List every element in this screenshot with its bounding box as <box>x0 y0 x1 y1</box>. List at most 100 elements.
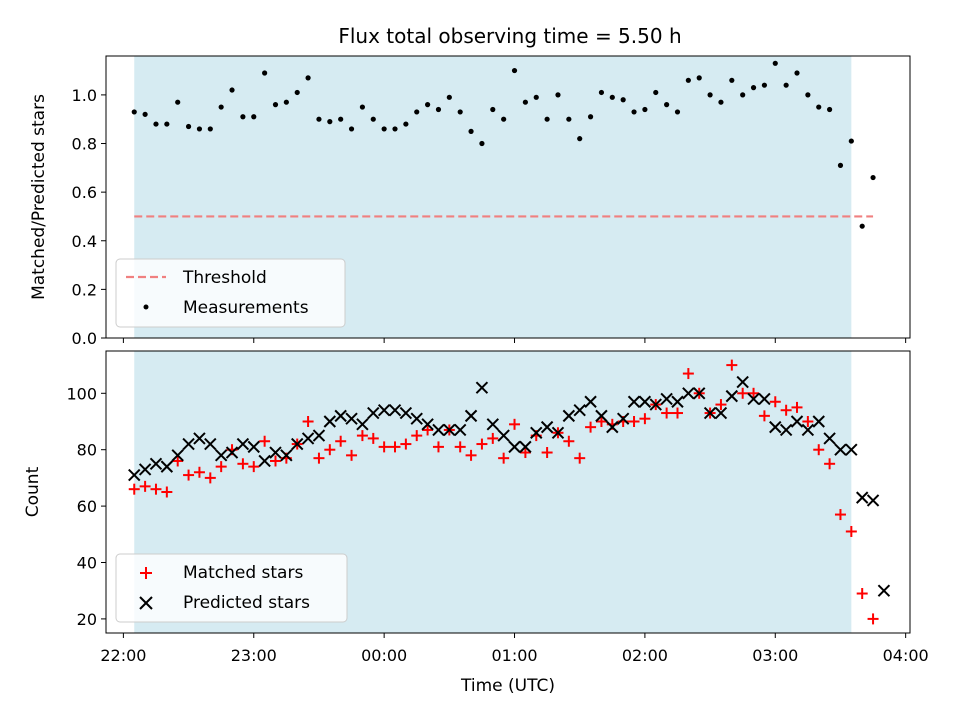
matched-star-point <box>128 483 140 495</box>
measurement-point <box>153 121 159 127</box>
measurement-point <box>816 104 822 110</box>
predicted-star-point <box>845 443 858 456</box>
predicted-star-point <box>421 418 434 431</box>
predicted-star-point <box>291 437 304 451</box>
y-tick-label: 0.6 <box>72 183 97 202</box>
predicted-star-point <box>367 406 380 420</box>
predicted-star-point <box>584 395 597 408</box>
matched-star-point <box>302 416 314 427</box>
matched-star-point <box>845 525 857 537</box>
matched-star-point <box>139 480 151 492</box>
matched-star-point <box>356 430 368 442</box>
legend-measurements-label: Measurements <box>183 298 309 318</box>
x-axis-label: Time (UTC) <box>460 676 555 696</box>
measurement-points <box>131 60 876 229</box>
measurement-point <box>414 109 420 115</box>
measurement-point <box>870 174 876 181</box>
matched-star-point <box>161 486 173 498</box>
measurement-point <box>381 126 387 132</box>
predicted-star-point <box>497 429 510 442</box>
predicted-star-point <box>703 406 717 420</box>
matched-star-point <box>150 483 162 495</box>
measurement-point <box>837 162 844 168</box>
predicted-star-point <box>725 389 739 403</box>
measurement-point <box>164 121 170 127</box>
predicted-star-point <box>149 457 163 471</box>
count-legend-box <box>115 553 348 623</box>
measurement-point <box>359 104 366 110</box>
ratio-legend: Threshold Measurements <box>115 258 346 328</box>
measurement-point <box>294 89 300 96</box>
y-tick-label: 0.0 <box>72 329 97 348</box>
matched-star-point <box>758 410 770 422</box>
x-tick-label: 02:00 <box>622 646 668 665</box>
predicted-star-point <box>790 415 804 428</box>
x-tick-label: 03:00 <box>752 646 798 665</box>
matched-star-point <box>791 401 803 413</box>
predicted-star-point <box>443 423 456 437</box>
measurement-point <box>142 111 148 117</box>
count-x-ticks: 22:00 23:00 00:00 01:00 02:00 03:00 04:00 <box>100 633 929 665</box>
matched-star-point <box>585 421 597 433</box>
predicted-star-point <box>682 387 695 400</box>
measurement-point <box>848 138 854 144</box>
count-panel-frame <box>105 350 911 634</box>
x-tick-label: 22:00 <box>100 646 146 665</box>
predicted-star-point <box>551 426 565 439</box>
ratio-panel: 0.0 0.2 0.4 0.6 0.8 1.0 Matched/Predicted sta… <box>29 55 911 348</box>
matched-star-point <box>737 387 749 399</box>
measurement-point <box>653 89 659 96</box>
x-tick-label: 23:00 <box>231 646 277 665</box>
legend-predicted-label: Predicted stars <box>183 593 310 613</box>
measurement-point <box>718 99 724 105</box>
predicted-star-point <box>171 449 184 462</box>
measurement-point <box>642 106 648 113</box>
matched-star-point <box>682 368 694 380</box>
matched-star-point <box>367 432 379 444</box>
legend-measurements-swatch <box>143 304 149 310</box>
ratio-y-axis-label: Matched/Predicted stars <box>29 94 49 300</box>
legend-matched-label: Matched stars <box>183 563 303 583</box>
measurement-point <box>859 223 865 229</box>
matched-star-point <box>465 449 477 461</box>
predicted-star-point <box>801 423 815 437</box>
y-tick-label: 60 <box>77 497 97 516</box>
matched-star-point <box>519 447 531 459</box>
matched-star-point <box>487 432 499 444</box>
y-tick-label: 0.8 <box>72 135 97 154</box>
measurement-point <box>425 102 431 108</box>
matched-star-point <box>867 613 879 625</box>
predicted-star-point <box>464 409 478 423</box>
predicted-star-point <box>236 437 250 451</box>
measurement-point <box>196 126 203 132</box>
predicted-star-point <box>193 432 206 445</box>
matched-star-point <box>183 469 195 481</box>
y-tick-label: 100 <box>66 384 97 403</box>
predicted-star-point <box>345 412 358 425</box>
predicted-star-point <box>540 420 554 434</box>
matched-star-point <box>639 413 651 425</box>
matched-star-point <box>422 424 434 436</box>
measurement-point <box>729 77 735 83</box>
measurement-point <box>707 92 713 98</box>
y-tick-label: 80 <box>77 441 97 460</box>
predicted-star-point <box>225 446 239 459</box>
matched-star-point <box>400 438 412 450</box>
matched-star-point <box>313 452 325 464</box>
predicted-star-point <box>160 460 174 473</box>
matched-star-point <box>780 404 792 416</box>
matched-star-point <box>454 441 466 453</box>
measurement-point <box>740 92 746 98</box>
x-tick-label: 01:00 <box>491 646 537 665</box>
matched-star-point <box>834 509 846 521</box>
measurement-point <box>620 97 626 103</box>
matched-star-point <box>748 387 760 399</box>
measurement-point <box>348 126 355 132</box>
y-tick-label: 0.2 <box>72 280 97 299</box>
predicted-star-point <box>660 392 673 406</box>
matched-star-point <box>324 444 336 456</box>
predicted-star-point <box>323 415 337 428</box>
matched-star-point <box>824 458 836 470</box>
matched-star-point <box>541 447 553 459</box>
matched-star-point <box>269 455 281 467</box>
